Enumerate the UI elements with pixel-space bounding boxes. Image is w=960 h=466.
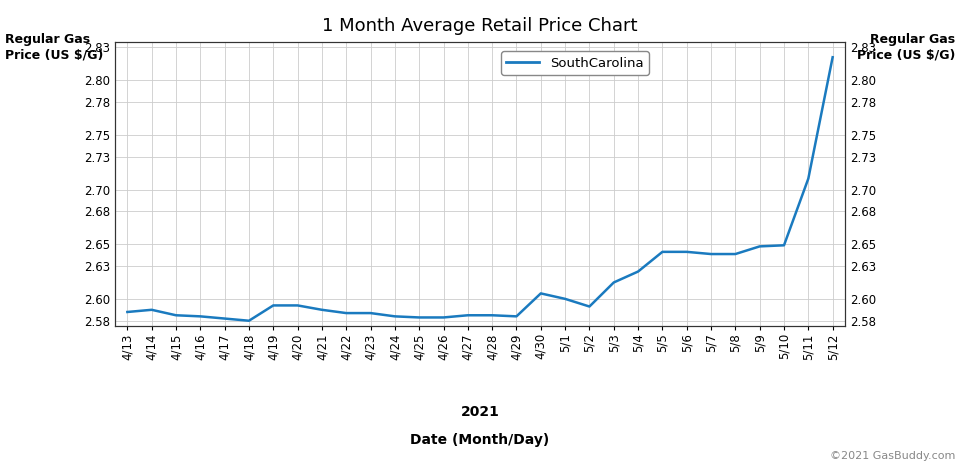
Text: Regular Gas
Price (US $/G): Regular Gas Price (US $/G): [857, 33, 955, 62]
Legend: SouthCarolina: SouthCarolina: [501, 51, 649, 75]
Text: 2021: 2021: [461, 405, 499, 419]
Text: Date (Month/Day): Date (Month/Day): [410, 433, 550, 447]
Text: Regular Gas
Price (US $/G): Regular Gas Price (US $/G): [5, 33, 103, 62]
Title: 1 Month Average Retail Price Chart: 1 Month Average Retail Price Chart: [323, 17, 637, 35]
Text: ©2021 GasBuddy.com: ©2021 GasBuddy.com: [829, 452, 955, 461]
